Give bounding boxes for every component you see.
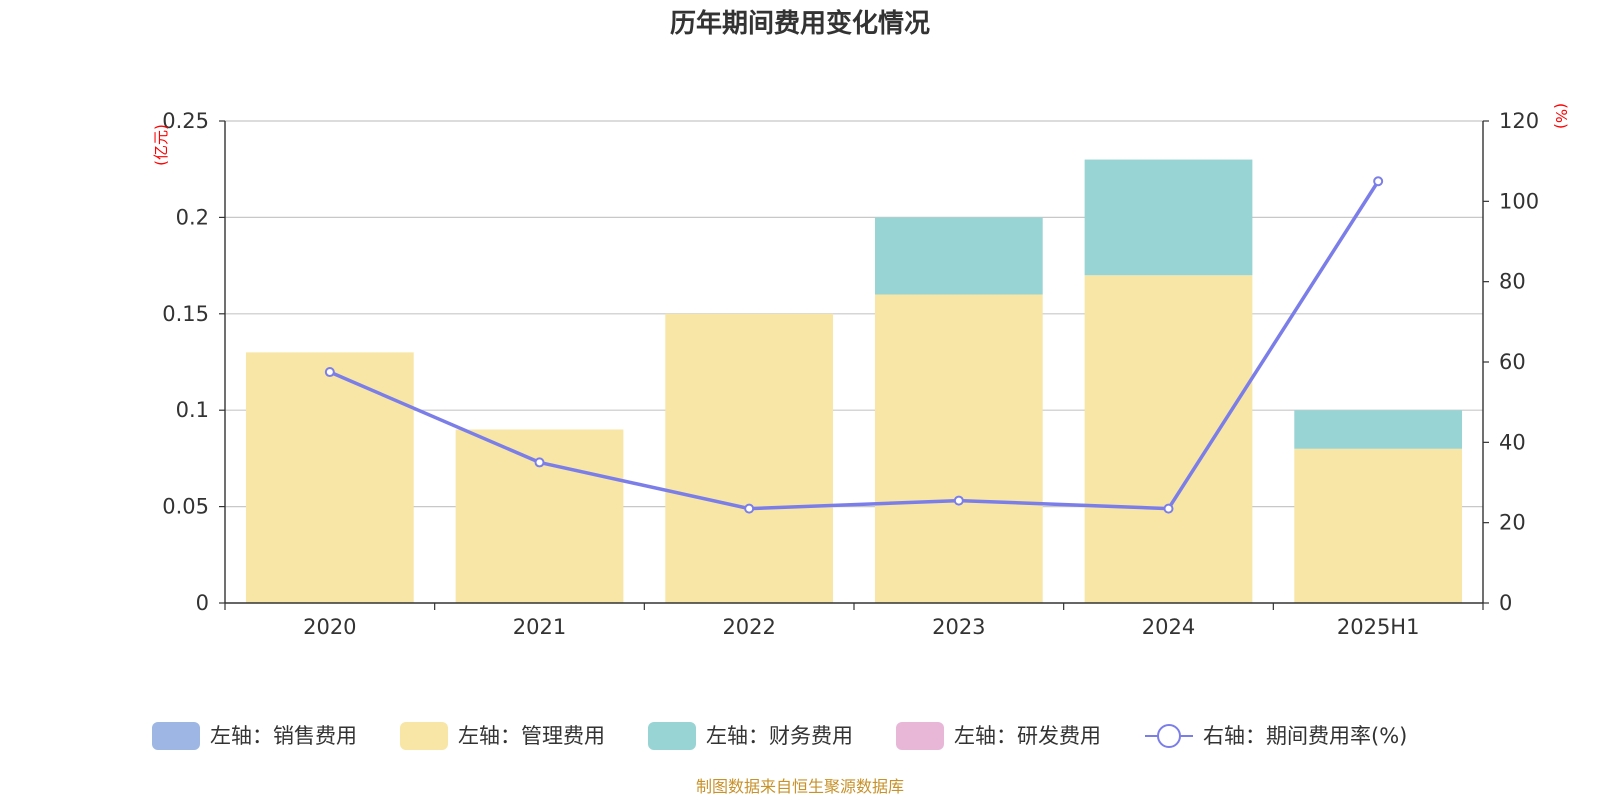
legend-swatch-3	[896, 722, 944, 750]
x-tick-label: 2024	[1142, 615, 1195, 639]
left-tick-label: 0.25	[162, 109, 209, 133]
rate-point-2021	[534, 457, 545, 468]
legend-label-2: 左轴：财务费用	[706, 724, 853, 748]
left-tick-label: 0.2	[176, 205, 209, 229]
rate-point-2022	[744, 503, 755, 514]
rate-line-path	[329, 180, 1380, 511]
bar-2024-series-1	[1084, 275, 1253, 603]
legend-label-3: 左轴：研发费用	[954, 724, 1101, 748]
bars	[245, 159, 1463, 603]
legend-swatch-1	[400, 722, 448, 750]
bar-2025H1-series-1	[1294, 448, 1463, 603]
right-tick-label: 60	[1499, 350, 1526, 374]
bar-2023-series-1	[874, 294, 1043, 603]
bar-2020-series-1	[245, 352, 414, 603]
legend-label-4: 右轴：期间费用率(%)	[1203, 724, 1407, 748]
right-tick-label: 100	[1499, 189, 1539, 213]
bar-2021-series-1	[455, 429, 624, 603]
right-tick-label: 0	[1499, 591, 1512, 615]
bar-2023-series-2	[874, 217, 1043, 295]
rate-point-2020	[324, 367, 335, 378]
right-tick-label: 20	[1499, 511, 1526, 535]
left-axis-unit: (亿元)	[152, 124, 170, 166]
bar-2024-series-2	[1084, 159, 1253, 276]
right-axis-unit: (%)	[1552, 103, 1570, 129]
right-tick-label: 80	[1499, 270, 1526, 294]
x-tick-label: 2022	[722, 615, 775, 639]
left-tick-label: 0.05	[162, 495, 209, 519]
legend-swatch-2	[648, 722, 696, 750]
rate-point-2024	[1163, 503, 1174, 514]
bar-2022-series-1	[665, 313, 834, 603]
left-tick-label: 0	[196, 591, 209, 615]
grid-lines	[225, 120, 1483, 508]
legend-label-0: 左轴：销售费用	[210, 724, 357, 748]
left-tick-label: 0.1	[176, 398, 209, 422]
x-tick-label: 2020	[303, 615, 356, 639]
left-tick-label: 0.15	[162, 302, 209, 326]
axes: 0 0.05 0.1 0.15 0.2 0.25 0 20 40 60 80 100 120 2020 20…	[162, 109, 1539, 639]
chart-title: 历年期间费用变化情况	[670, 8, 930, 39]
right-tick-label: 40	[1499, 430, 1526, 454]
bar-2025H1-series-2	[1294, 410, 1463, 449]
x-tick-label: 2021	[513, 615, 566, 639]
legend-marker-4	[1157, 724, 1181, 748]
x-tick-label: 2025H1	[1337, 615, 1420, 639]
data-source-note: 制图数据来自恒生聚源数据库	[696, 777, 904, 796]
x-tick-label: 2023	[932, 615, 985, 639]
legend: 左轴：销售费用 左轴：管理费用 左轴：财务费用 左轴：研发费用 右轴：期间费用率(%)	[152, 722, 1407, 750]
right-tick-label: 120	[1499, 109, 1539, 133]
rate-point-2023	[953, 495, 964, 506]
legend-swatch-0	[152, 722, 200, 750]
legend-label-1: 左轴：管理费用	[458, 724, 605, 748]
rate-point-2025H1	[1373, 176, 1384, 187]
rate-line	[324, 176, 1384, 514]
